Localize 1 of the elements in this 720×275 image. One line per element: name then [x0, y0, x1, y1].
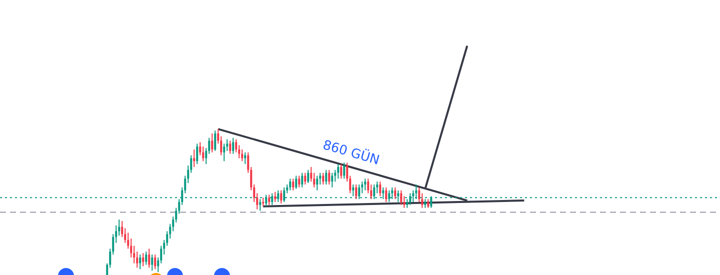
annotation: 860 GÜN [320, 136, 382, 168]
